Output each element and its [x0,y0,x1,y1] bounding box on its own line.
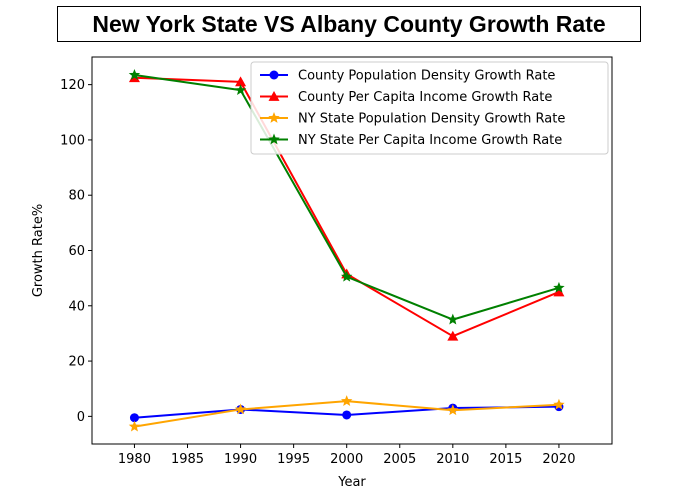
data-point [553,281,565,293]
data-point [447,404,459,416]
data-point [553,398,565,410]
legend-marker [268,91,280,101]
x-tick-label: 2015 [489,452,522,467]
legend-entry: County Population Density Growth Rate [260,69,555,84]
y-tick-label: 20 [68,355,85,370]
legend-entry: NY State Per Capita Income Growth Rate [260,133,562,148]
y-tick-label: 80 [68,189,85,204]
data-point [447,313,459,325]
data-point [128,420,141,432]
y-tick-label: 0 [77,410,85,425]
data-point [234,403,247,415]
y-tick-label: 100 [60,133,85,148]
y-tick-label: 120 [60,78,85,93]
x-tick-label: 1995 [277,452,310,467]
x-tick-label: 2010 [436,452,469,467]
legend-marker [268,112,280,123]
data-point [128,68,141,80]
x-axis: 1980 1985 1990 1995 2000 2005 2010 2015 2020 [118,444,575,467]
series-layer [128,68,565,432]
y-axis: 0 20 40 60 80 100 120 [60,78,92,425]
legend-label: NY State Per Capita Income Growth Rate [298,133,562,148]
y-tick-label: 60 [68,244,85,259]
series-4 [128,68,565,325]
legend-entry: County Per Capita Income Growth Rate [260,90,552,105]
legend-box [250,61,609,155]
data-point [129,413,139,423]
legend-marker [269,70,279,80]
x-tick-label: 2020 [542,452,575,467]
x-tick-label: 2000 [330,452,363,467]
legend-entry: NY State Population Density Growth Rate [260,112,565,127]
legend: County Population Density Growth Rate Cou… [250,61,609,155]
data-point [340,270,353,282]
data-point [553,286,565,297]
x-tick-label: 1990 [224,452,257,467]
legend-label: County Per Capita Income Growth Rate [298,90,552,105]
series-1 [129,402,564,423]
legend-marker [268,133,280,145]
x-axis-label: Year [337,475,366,490]
series-3 [128,395,565,432]
x-tick-label: 2005 [383,452,416,467]
chart-title: New York State VS Albany County Growth R… [57,6,641,42]
legend-label: NY State Population Density Growth Rate [298,112,565,127]
data-point [340,395,353,407]
x-tick-label: 1980 [118,452,151,467]
y-tick-label: 40 [68,299,85,314]
y-axis-label: Growth Rate% [31,204,46,297]
x-tick-label: 1985 [171,452,204,467]
data-point [235,76,247,87]
data-point [234,84,247,96]
legend-label: County Population Density Growth Rate [298,69,555,84]
data-point [342,410,352,420]
data-point [447,330,459,341]
